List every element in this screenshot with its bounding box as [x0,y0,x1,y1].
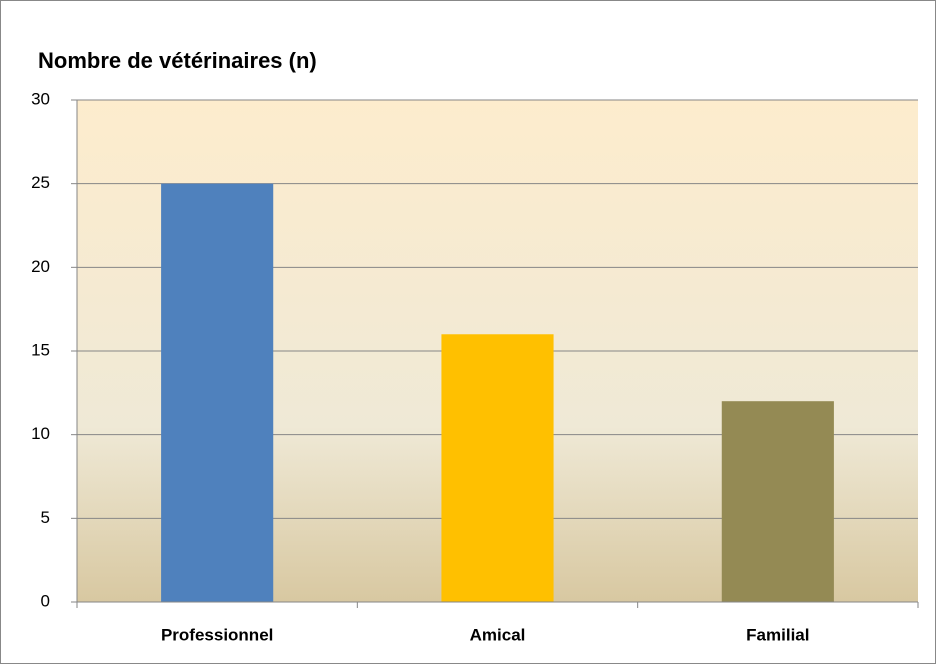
chart-title: Nombre de vétérinaires (n) [38,48,317,73]
y-tick-label: 20 [31,257,50,276]
y-tick-label: 10 [31,424,50,443]
x-tick-label: Amical [470,625,526,644]
y-tick-label: 0 [41,591,50,610]
x-tick-label: Familial [746,625,809,644]
y-tick-label: 15 [31,340,50,359]
y-tick-label: 30 [31,89,50,108]
y-tick-label: 25 [31,173,50,192]
x-tick-label: Professionnel [161,625,273,644]
y-tick-label: 5 [41,508,50,527]
bar [161,183,274,602]
bar [441,334,554,602]
bar [721,401,834,602]
